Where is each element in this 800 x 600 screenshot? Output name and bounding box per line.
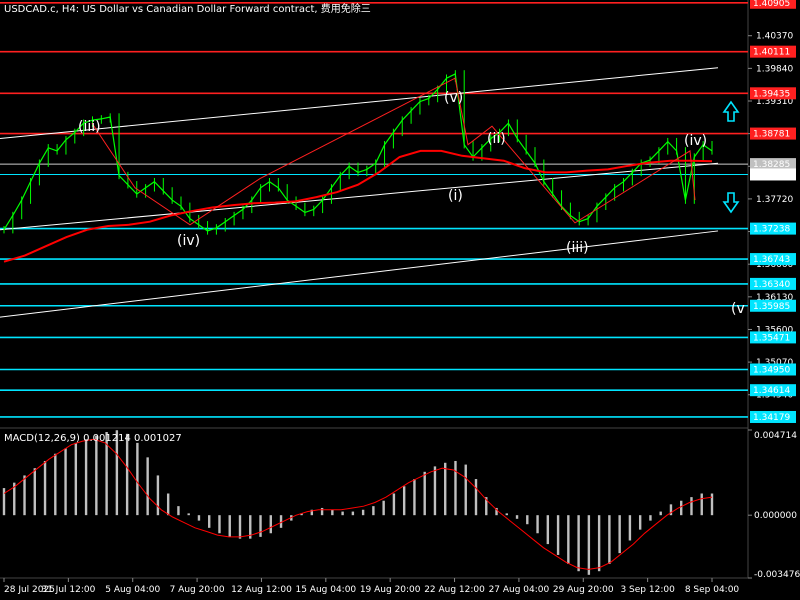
current-price-tag-bg xyxy=(750,168,796,181)
price-tick-label: 1.40370 xyxy=(756,32,793,42)
price-tick-label: 1.39310 xyxy=(756,97,793,107)
wave-zigzag xyxy=(91,77,696,226)
price-line xyxy=(3,72,713,232)
support-level-tag-bg xyxy=(750,222,796,235)
macd-title: MACD(12,26,9) 0.001214 0.001027 xyxy=(4,433,182,444)
time-tick-label: 12 Aug 12:00 xyxy=(231,585,292,595)
resistance-level-tag-bg xyxy=(750,45,796,58)
current-price-tag-bg xyxy=(750,158,796,171)
wave-label: (v) xyxy=(444,90,463,106)
wave-label: (iii) xyxy=(78,119,101,135)
resistance-level-tag-bg xyxy=(750,87,796,100)
wave-label: (iv) xyxy=(177,233,200,249)
time-tick-label: 8 Sep 04:00 xyxy=(685,585,740,595)
moving-average-line xyxy=(3,149,713,263)
support-level-tag-bg xyxy=(750,277,796,290)
time-tick-label: 15 Aug 04:00 xyxy=(295,585,356,595)
price-tick-label: 1.36130 xyxy=(756,293,793,303)
macd-signal-line xyxy=(3,438,713,570)
price-tick-label: 1.35070 xyxy=(756,358,793,368)
macd-tick-label: 0.004714 xyxy=(754,431,797,441)
support-level-tag-bg xyxy=(750,410,796,423)
resistance-level-tag-label: 1.40111 xyxy=(753,48,790,58)
support-level-tag-bg xyxy=(750,331,796,344)
support-level-tag-label: 1.36340 xyxy=(753,280,790,290)
trend-line xyxy=(0,230,719,318)
price-tick-label: 1.39840 xyxy=(756,64,793,74)
wave-label: (iv) xyxy=(684,133,707,149)
wave-labels: (iii) (iv) (v) (i) (ii) (iii) (iv) (v xyxy=(78,90,745,317)
support-level-tag-label: 1.34614 xyxy=(753,386,790,396)
resistance-level-tag-label: 1.40905 xyxy=(753,0,790,9)
wave-label: (i) xyxy=(448,188,463,204)
macd-tick-label: 0.000000 xyxy=(754,511,797,521)
down-arrow-icon xyxy=(722,192,740,214)
trend-line xyxy=(0,67,719,140)
support-level-tag-bg xyxy=(750,384,796,397)
price-tick-label: 1.37720 xyxy=(756,195,793,205)
time-tick-label: 22 Aug 12:00 xyxy=(424,585,485,595)
time-tick-label: 31 Jul 12:00 xyxy=(41,585,95,595)
macd-tick-label: -0.003476 xyxy=(754,570,800,580)
trend-line xyxy=(0,162,719,231)
chart-title: USDCAD.c, H4: US Dollar vs Canadian Doll… xyxy=(4,2,371,15)
time-tick-label: 7 Aug 20:00 xyxy=(170,585,225,595)
wave-label: (ii) xyxy=(487,131,506,147)
time-tick-label: 5 Aug 04:00 xyxy=(105,585,160,595)
time-tick-label: 19 Aug 20:00 xyxy=(360,585,421,595)
support-level-tag-label: 1.35985 xyxy=(753,302,790,312)
moving-average xyxy=(3,149,713,263)
time-tick-label: 28 Jul 2025 xyxy=(4,585,55,595)
up-arrow-icon xyxy=(722,100,740,122)
price-tick-label: 1.36660 xyxy=(756,260,793,270)
wave-label: (v xyxy=(731,301,745,317)
price-tick-label: 1.35600 xyxy=(756,325,793,335)
support-level-tag-bg xyxy=(750,253,796,266)
support-level-tag-bg xyxy=(750,299,796,312)
resistance-level-tag-label: 1.39435 xyxy=(753,89,790,99)
macd-panel: 0.004714 0.000000 -0.003476 xyxy=(2,429,800,580)
resistance-level-tag-bg xyxy=(750,0,796,9)
support-level-tag-label: 1.34950 xyxy=(753,365,790,375)
current-price-tag-label: 1.38285 xyxy=(753,160,790,170)
support-level-tag-label: 1.37238 xyxy=(753,225,790,235)
time-tick-label: 27 Aug 04:00 xyxy=(489,585,550,595)
support-level-tag-label: 1.34179 xyxy=(753,413,790,423)
support-level-tag-bg xyxy=(750,363,796,376)
resistance-level-tag-bg xyxy=(750,127,796,140)
time-tick-label: 3 Sep 12:00 xyxy=(620,585,675,595)
horizontal-levels xyxy=(0,1,748,418)
price-tags: 1.40905 1.40111 1.39435 1.38781 1.37238 1.367… xyxy=(750,0,796,423)
support-level-tag-label: 1.36743 xyxy=(753,255,790,265)
support-level-tag-label: 1.35471 xyxy=(753,333,790,343)
current-price-tag-label: 1.38117 xyxy=(753,170,790,180)
wave-label: (iii) xyxy=(566,240,589,256)
time-tick-label: 29 Aug 20:00 xyxy=(553,585,614,595)
resistance-level-tag-label: 1.38781 xyxy=(753,130,790,140)
wave-lines xyxy=(91,77,696,226)
trend-lines xyxy=(0,67,719,318)
